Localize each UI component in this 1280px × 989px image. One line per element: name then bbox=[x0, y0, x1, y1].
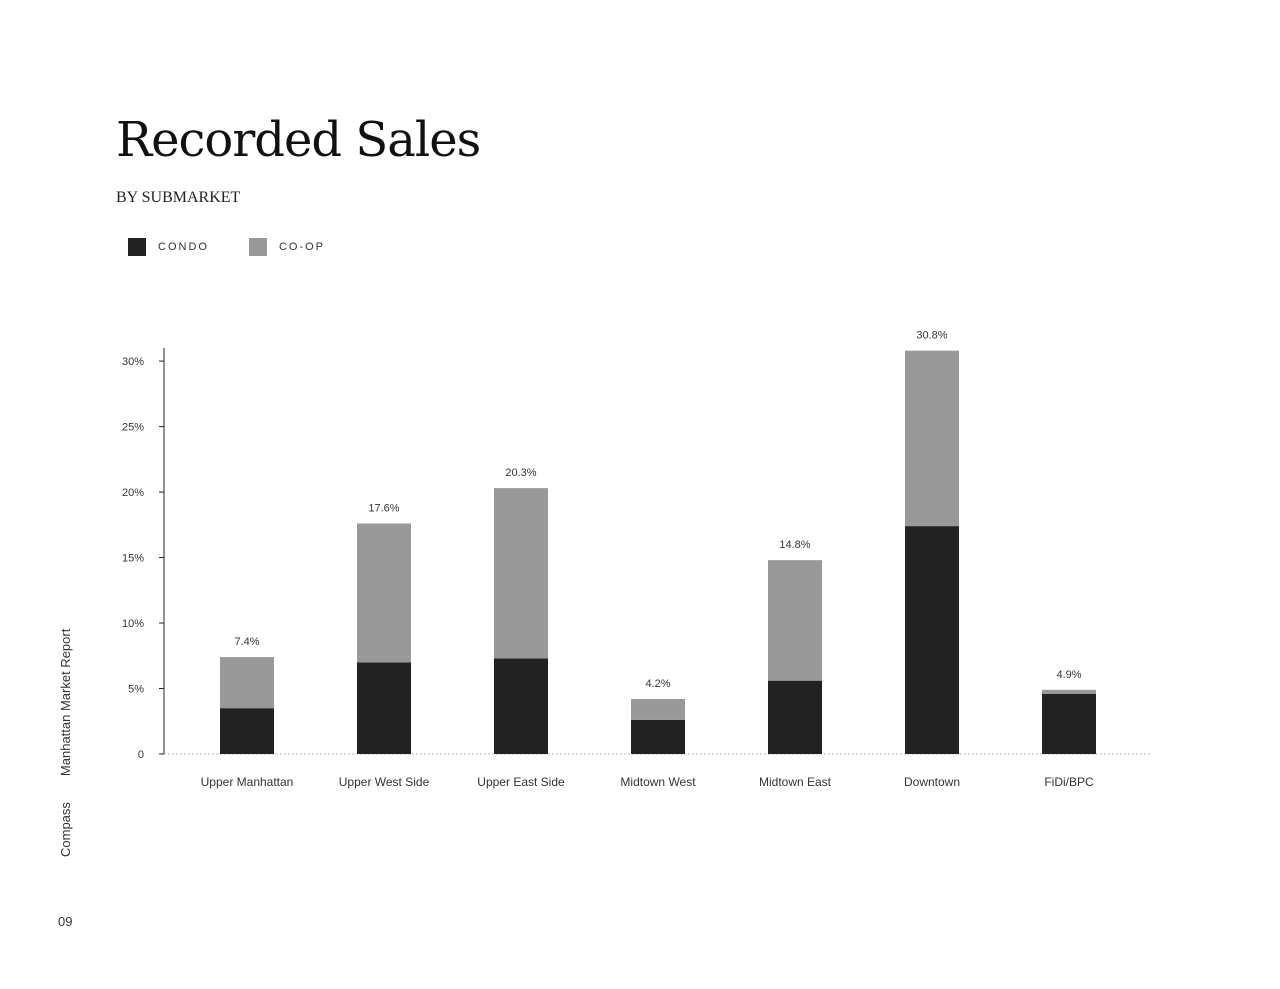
x-tick-label: Upper Manhattan bbox=[201, 775, 294, 789]
bar-coop bbox=[768, 560, 822, 681]
page-title: Recorded Sales bbox=[116, 112, 481, 168]
y-tick-label: 30% bbox=[122, 356, 144, 368]
bar-total-label: 4.2% bbox=[645, 678, 670, 690]
y-tick-label: 0 bbox=[138, 749, 144, 761]
bar-total-label: 4.9% bbox=[1056, 669, 1081, 681]
x-tick-label: Midtown East bbox=[759, 775, 832, 789]
page-number: 09 bbox=[58, 914, 73, 929]
page-subtitle: BY SUBMARKET bbox=[116, 189, 241, 206]
x-tick-label: Downtown bbox=[904, 775, 960, 789]
legend-swatch-coop bbox=[248, 238, 267, 256]
bar-condo bbox=[905, 526, 959, 754]
x-tick-label: FiDi/BPC bbox=[1044, 775, 1094, 789]
y-tick-label: 25% bbox=[122, 422, 144, 434]
bar-condo bbox=[494, 658, 548, 754]
y-tick-label: 10% bbox=[122, 618, 144, 630]
bar-coop bbox=[357, 523, 411, 663]
legend-item-coop: CO-OP bbox=[248, 238, 326, 256]
bar-condo bbox=[768, 680, 822, 754]
bar-coop bbox=[905, 350, 959, 527]
report-name: Manhattan Market Report bbox=[58, 628, 73, 777]
bar-condo bbox=[1042, 693, 1096, 754]
bar-condo bbox=[631, 719, 685, 754]
bar-condo bbox=[220, 708, 274, 754]
bar-coop bbox=[220, 657, 274, 709]
x-tick-label: Upper West Side bbox=[339, 775, 430, 789]
legend-label-condo: CONDO bbox=[158, 241, 209, 253]
bar-condo bbox=[357, 662, 411, 754]
bar-total-label: 30.8% bbox=[916, 330, 947, 342]
legend-label-coop: CO-OP bbox=[278, 241, 326, 253]
bar-coop bbox=[631, 698, 685, 720]
x-tick-label: Midtown West bbox=[620, 775, 696, 789]
bar-coop bbox=[1042, 689, 1096, 694]
chart-legend: CONDO CO-OP bbox=[128, 238, 325, 256]
bar-total-label: 20.3% bbox=[505, 467, 536, 479]
bar-total-label: 7.4% bbox=[234, 636, 259, 648]
y-tick-label: 15% bbox=[122, 553, 144, 565]
y-tick-label: 20% bbox=[122, 487, 144, 499]
legend-swatch-condo bbox=[128, 238, 146, 256]
y-tick-label: 5% bbox=[128, 684, 144, 696]
bar-total-label: 17.6% bbox=[368, 502, 399, 514]
bar-total-label: 14.8% bbox=[779, 539, 810, 551]
x-tick-label: Upper East Side bbox=[477, 775, 565, 789]
side-caption: Compass Manhattan Market Report bbox=[58, 629, 73, 857]
legend-item-condo: CONDO bbox=[128, 238, 209, 256]
brand-name: Compass bbox=[58, 802, 73, 857]
bar-coop bbox=[494, 488, 548, 659]
